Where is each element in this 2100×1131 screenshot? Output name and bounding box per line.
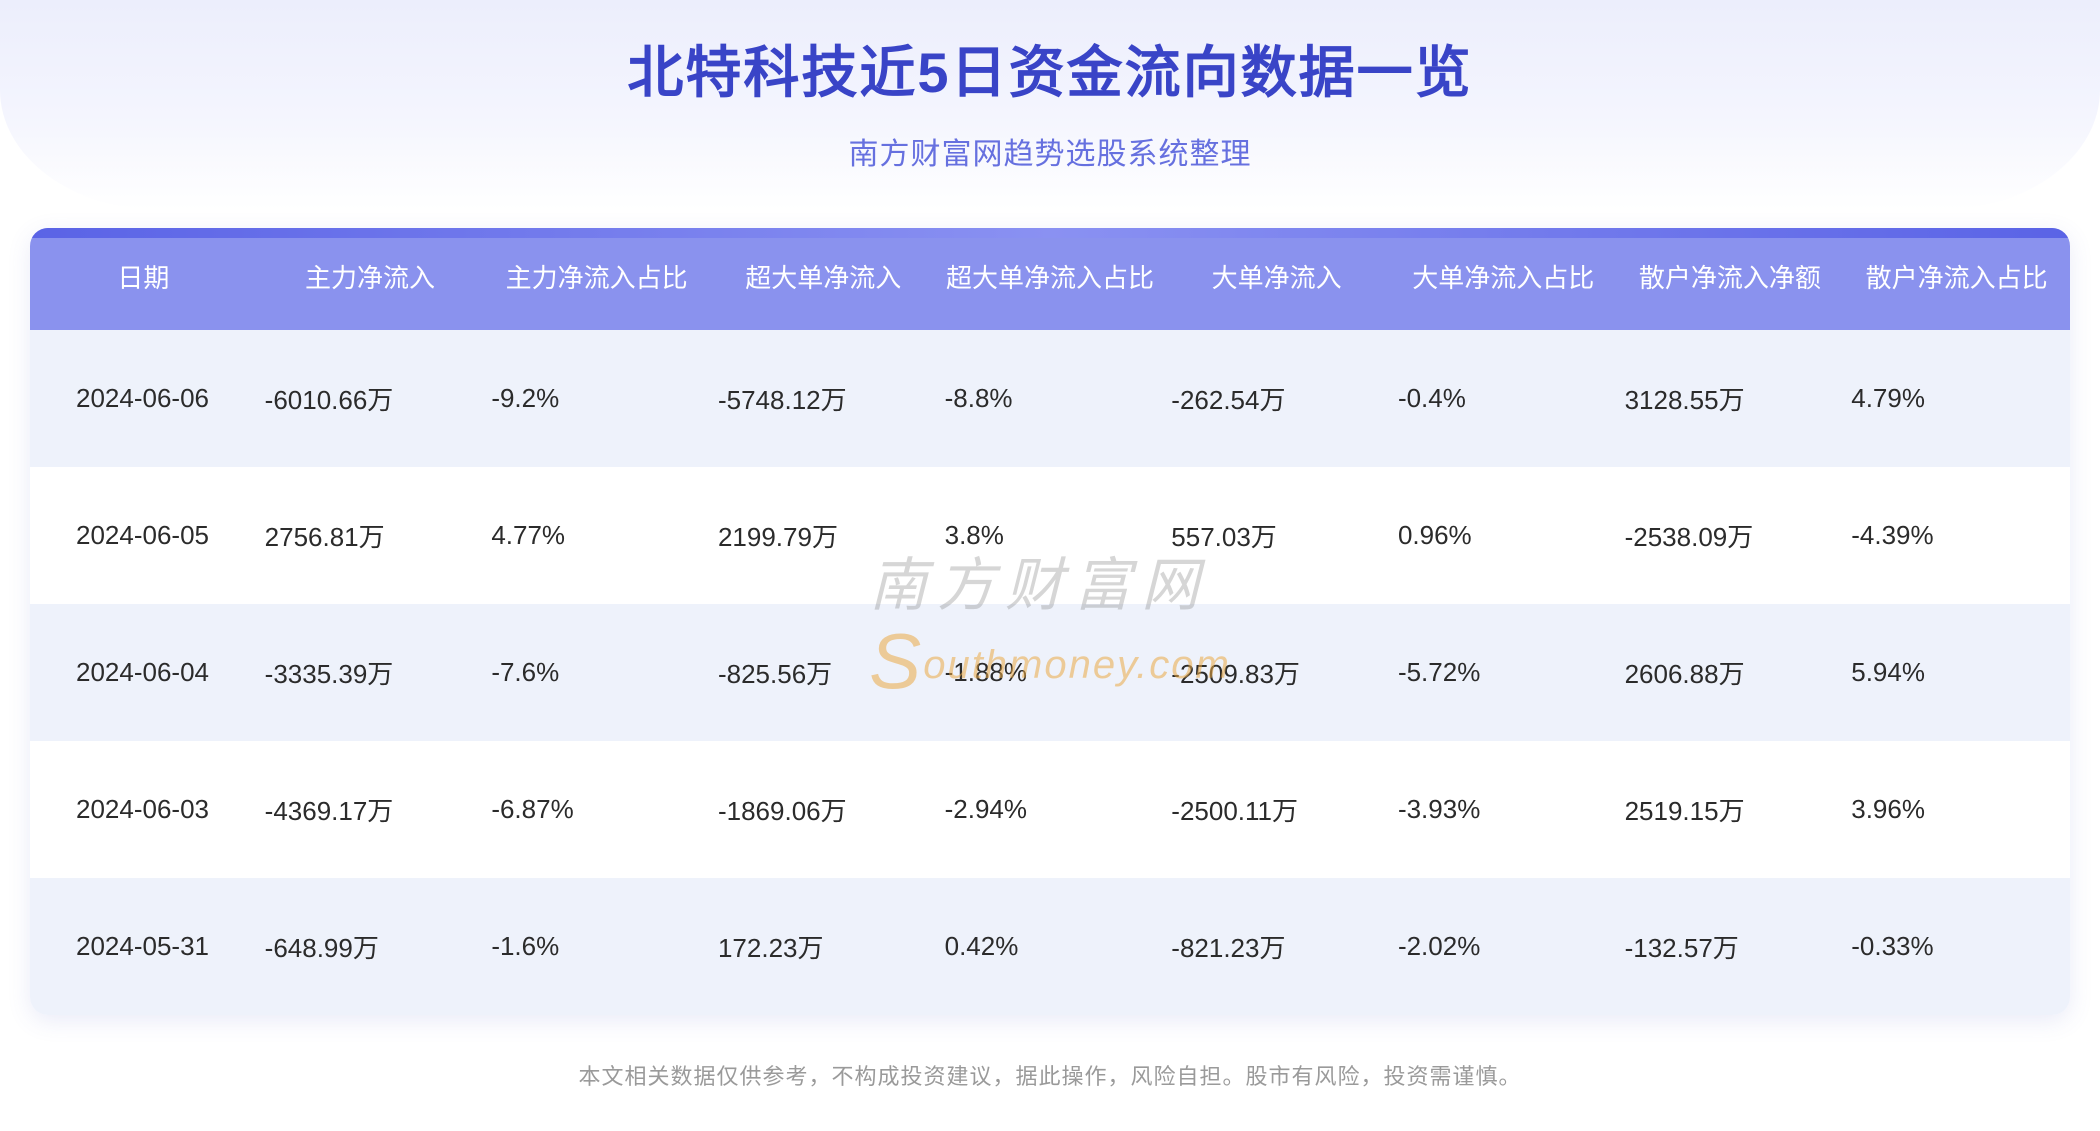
table-body: 2024-06-06 -6010.66万 -9.2% -5748.12万 -8.…	[30, 330, 2070, 1015]
table-header: 日期 主力净流入 主力净流入占比 超大单净流入 超大单净流入占比 大单净流入 大…	[30, 228, 2070, 330]
cell: -825.56万	[710, 604, 937, 741]
col-large-net: 大单净流入	[1163, 228, 1390, 330]
cell: -262.54万	[1163, 330, 1390, 467]
col-main-net: 主力净流入	[257, 228, 484, 330]
cell: -1.88%	[937, 604, 1164, 741]
col-date: 日期	[30, 228, 257, 330]
cell: -9.2%	[483, 330, 710, 467]
page-subtitle: 南方财富网趋势选股系统整理	[0, 129, 2100, 173]
page-title: 北特科技近5日资金流向数据一览	[0, 28, 2100, 109]
cell: 3.96%	[1843, 741, 2070, 878]
cell: -821.23万	[1163, 878, 1390, 1015]
col-retail-pct: 散户净流入占比	[1843, 228, 2070, 330]
cell: -8.8%	[937, 330, 1164, 467]
cell: 2519.15万	[1617, 741, 1844, 878]
cell: -2500.11万	[1163, 741, 1390, 878]
cell: 2756.81万	[257, 467, 484, 604]
col-retail-net: 散户净流入净额	[1617, 228, 1844, 330]
table-row: 2024-06-04 -3335.39万 -7.6% -825.56万 -1.8…	[30, 604, 2070, 741]
col-large-pct: 大单净流入占比	[1390, 228, 1617, 330]
cell: 2024-05-31	[30, 878, 257, 1015]
data-card: 南方财富网 Southmoney.com 日期 主力净流入 主力净流入占比 超大…	[30, 228, 2070, 1015]
cell: 2024-06-04	[30, 604, 257, 741]
cell: -0.33%	[1843, 878, 2070, 1015]
cell: -2.02%	[1390, 878, 1617, 1015]
cell: 2199.79万	[710, 467, 937, 604]
cell: -0.4%	[1390, 330, 1617, 467]
cell: -5.72%	[1390, 604, 1617, 741]
cell: -7.6%	[483, 604, 710, 741]
cell: 2024-06-05	[30, 467, 257, 604]
cell: 3.8%	[937, 467, 1164, 604]
disclaimer-text: 本文相关数据仅供参考，不构成投资建议，据此操作，风险自担。股市有风险，投资需谨慎…	[0, 1059, 2100, 1091]
cell: 2024-06-06	[30, 330, 257, 467]
cell: 0.42%	[937, 878, 1164, 1015]
col-xl-pct: 超大单净流入占比	[937, 228, 1164, 330]
table-row: 2024-05-31 -648.99万 -1.6% 172.23万 0.42% …	[30, 878, 2070, 1015]
table-header-row: 日期 主力净流入 主力净流入占比 超大单净流入 超大单净流入占比 大单净流入 大…	[30, 228, 2070, 330]
cell: -1869.06万	[710, 741, 937, 878]
cell: -2509.83万	[1163, 604, 1390, 741]
cell: 2024-06-03	[30, 741, 257, 878]
page-root: 北特科技近5日资金流向数据一览 南方财富网趋势选股系统整理 南方财富网 Sout…	[0, 0, 2100, 1131]
cell: 0.96%	[1390, 467, 1617, 604]
table-row: 2024-06-03 -4369.17万 -6.87% -1869.06万 -2…	[30, 741, 2070, 878]
cell: -3335.39万	[257, 604, 484, 741]
col-xl-net: 超大单净流入	[710, 228, 937, 330]
cell: -4369.17万	[257, 741, 484, 878]
cell: -1.6%	[483, 878, 710, 1015]
cell: 557.03万	[1163, 467, 1390, 604]
cell: -648.99万	[257, 878, 484, 1015]
cell: -132.57万	[1617, 878, 1844, 1015]
cell: -6.87%	[483, 741, 710, 878]
cell: 3128.55万	[1617, 330, 1844, 467]
table-row: 2024-06-06 -6010.66万 -9.2% -5748.12万 -8.…	[30, 330, 2070, 467]
cell: -2538.09万	[1617, 467, 1844, 604]
cell: 2606.88万	[1617, 604, 1844, 741]
table-row: 2024-06-05 2756.81万 4.77% 2199.79万 3.8% …	[30, 467, 2070, 604]
cell: -4.39%	[1843, 467, 2070, 604]
cell: -6010.66万	[257, 330, 484, 467]
cell: 4.77%	[483, 467, 710, 604]
cell: -3.93%	[1390, 741, 1617, 878]
cell: 5.94%	[1843, 604, 2070, 741]
cell: 4.79%	[1843, 330, 2070, 467]
cell: -5748.12万	[710, 330, 937, 467]
cell: -2.94%	[937, 741, 1164, 878]
fund-flow-table: 日期 主力净流入 主力净流入占比 超大单净流入 超大单净流入占比 大单净流入 大…	[30, 228, 2070, 1015]
col-main-pct: 主力净流入占比	[483, 228, 710, 330]
cell: 172.23万	[710, 878, 937, 1015]
hero-banner: 北特科技近5日资金流向数据一览 南方财富网趋势选股系统整理	[0, 0, 2100, 210]
